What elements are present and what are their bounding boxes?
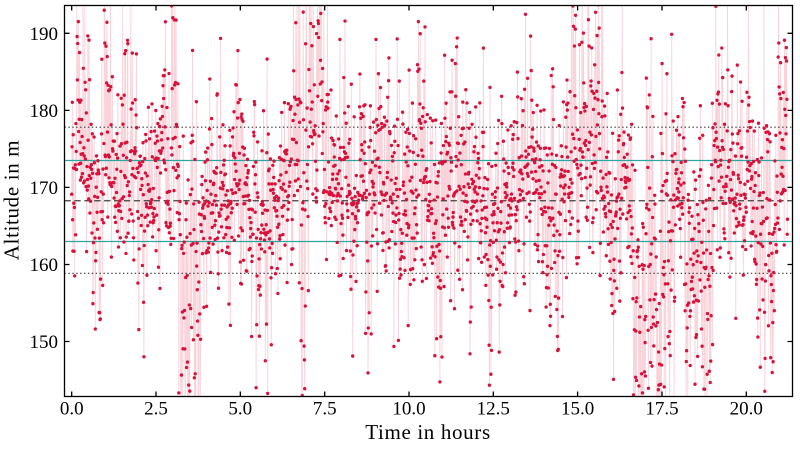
svg-text:150: 150: [30, 332, 59, 353]
svg-text:10.0: 10.0: [392, 399, 425, 420]
svg-text:7.5: 7.5: [313, 399, 337, 420]
svg-text:5.0: 5.0: [228, 399, 252, 420]
svg-text:Altitude in m: Altitude in m: [0, 140, 24, 260]
svg-text:15.0: 15.0: [561, 399, 594, 420]
svg-text:190: 190: [30, 24, 59, 45]
svg-text:Time in hours: Time in hours: [365, 420, 491, 444]
svg-text:0.0: 0.0: [60, 399, 84, 420]
svg-text:180: 180: [30, 101, 59, 122]
svg-text:20.0: 20.0: [730, 399, 763, 420]
svg-text:160: 160: [30, 255, 59, 276]
svg-text:170: 170: [30, 178, 59, 199]
svg-text:2.5: 2.5: [144, 399, 168, 420]
svg-text:12.5: 12.5: [477, 399, 510, 420]
svg-text:17.5: 17.5: [645, 399, 678, 420]
